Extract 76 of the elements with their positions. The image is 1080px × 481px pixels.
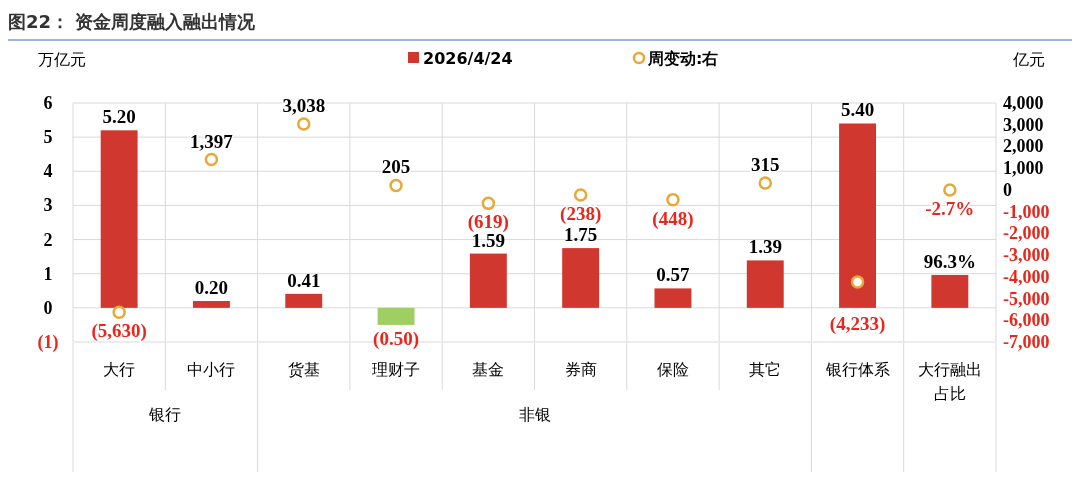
point — [297, 117, 311, 131]
data-label: 5.20 — [102, 106, 136, 128]
x-tick-label: 保险 — [656, 360, 689, 379]
data-label: (238) — [560, 203, 602, 226]
data-label: 315 — [751, 154, 780, 176]
y-tick-label: 6 — [43, 93, 53, 113]
y-tick-label: 0 — [43, 297, 53, 318]
legend-label: 2026/4/24 — [423, 49, 513, 68]
bar — [931, 274, 969, 308]
y-tick-label: 3 — [43, 195, 53, 216]
y2-tick-label: -2,000 — [1003, 223, 1050, 244]
bar — [192, 301, 230, 308]
data-label: 3,038 — [282, 94, 326, 116]
text: 非银 — [518, 405, 551, 424]
y2-axis-title: 亿元 — [1012, 50, 1045, 69]
y-tick-label: 4 — [43, 161, 53, 182]
data-label: 96.3% — [923, 250, 976, 272]
data-label: 0.41 — [287, 269, 321, 291]
data-label: 0.20 — [194, 277, 229, 299]
x-tick-label: 货基 — [287, 360, 320, 379]
x-tick-label: 理财子 — [372, 360, 421, 379]
data-label: 0.57 — [656, 264, 691, 286]
data-label: 1.39 — [748, 236, 782, 258]
y2-tick-label: 1,000 — [1003, 158, 1044, 179]
x-tick-label: 银行体系 — [824, 360, 890, 379]
bar — [562, 248, 600, 308]
y2-tick-label: 4,000 — [1003, 93, 1044, 113]
y2-tick-label: -5,000 — [1003, 288, 1050, 309]
bar — [377, 307, 415, 325]
data-label: (448) — [652, 207, 694, 230]
chart-title: 图22： 资金周度融入融出情况 — [8, 11, 257, 32]
data-label: (619) — [467, 211, 509, 234]
x-tick-label: 大行 — [103, 360, 136, 379]
x-tick-label: 基金 — [472, 360, 505, 379]
text: 银行 — [148, 405, 182, 424]
point — [850, 275, 865, 289]
data-label: 205 — [381, 156, 411, 178]
y-tick-label: (1) — [37, 332, 59, 353]
data-label: 1.75 — [564, 224, 598, 246]
y2-tick-label: -3,000 — [1003, 245, 1050, 266]
bar — [654, 288, 692, 308]
y2-tick-label: -7,000 — [1003, 332, 1050, 352]
point — [112, 305, 126, 319]
y2-tick-label: 3,000 — [1003, 114, 1044, 135]
data-label: (0.50) — [373, 327, 419, 350]
bar — [839, 123, 877, 308]
data-label: (4,233) — [829, 312, 886, 335]
y2-tick-label: 0 — [1003, 179, 1012, 200]
y2-tick-label: -6,000 — [1003, 310, 1050, 331]
y2-tick-label: -1,000 — [1003, 201, 1050, 222]
x-tick-label: 大行融出占比 — [917, 360, 982, 403]
point — [481, 196, 496, 211]
legend-label: 周变动:右 — [647, 49, 719, 68]
x-tick-label: 其它 — [749, 360, 782, 379]
point — [666, 192, 680, 207]
bar — [100, 130, 138, 308]
bar — [285, 293, 323, 308]
point — [573, 188, 588, 202]
data-label: 5.40 — [840, 99, 875, 121]
x-tick-label: 中小行 — [187, 360, 236, 379]
point — [943, 183, 957, 197]
data-label: -2.7% — [925, 197, 975, 219]
data-label: 1,397 — [190, 130, 234, 152]
y2-tick-label: -4,000 — [1003, 266, 1050, 287]
x-tick-label: 券商 — [564, 360, 597, 379]
y2-tick-label: 2,000 — [1003, 136, 1044, 157]
point — [204, 152, 219, 167]
y-axis-title: 万亿元 — [38, 50, 86, 69]
y-tick-label: 2 — [43, 229, 53, 250]
point — [758, 176, 772, 190]
y-tick-label: 1 — [43, 263, 53, 284]
bar — [746, 260, 784, 308]
bar — [469, 253, 507, 308]
point — [389, 178, 403, 193]
y-tick-label: 5 — [43, 127, 53, 148]
data-label: (5,630) — [91, 320, 147, 343]
